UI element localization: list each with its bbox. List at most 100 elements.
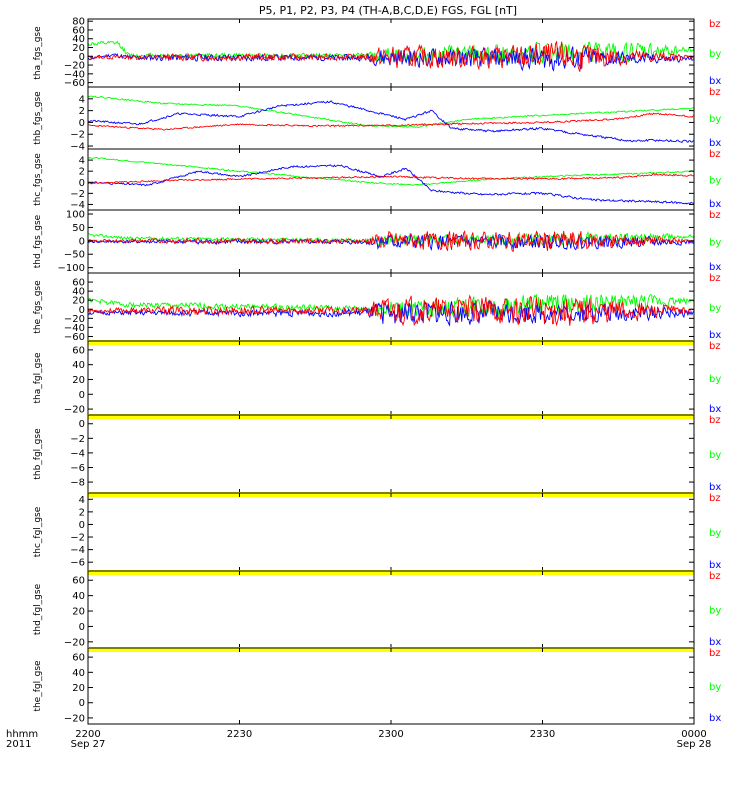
- series-line-by: [88, 95, 694, 128]
- legend-bz: bz: [709, 493, 721, 504]
- y-tick-label: 100: [66, 210, 85, 221]
- series-line-bx: [88, 164, 694, 205]
- legend-bz: bz: [709, 19, 721, 30]
- legend-bx: bx: [709, 713, 721, 724]
- y-tick-label: −20: [64, 314, 85, 325]
- legend-bx: bx: [709, 482, 721, 493]
- panel-frame: [87, 414, 695, 494]
- y-tick-label: −40: [64, 323, 85, 334]
- legend-bx: bx: [709, 199, 721, 210]
- y-tick-label: 40: [72, 668, 85, 679]
- y-tick-label: 20: [72, 375, 85, 386]
- y-axis-label: thd_fgl_gse: [33, 583, 43, 635]
- x-tick-label: 2200: [75, 729, 100, 740]
- panel-frame: [87, 492, 695, 572]
- panel-thc_fgl_gse: −6 −4−2 0 24 thc_fgl_gse bz by bx: [33, 492, 721, 572]
- legend-bx: bx: [709, 262, 721, 273]
- y-tick-label: −2: [70, 189, 85, 200]
- legend-bz: bz: [709, 648, 721, 659]
- legend-by: by: [709, 238, 721, 249]
- y-tick-label: −60: [64, 78, 85, 89]
- y-axis-label: thc_fgl_gse: [33, 506, 43, 557]
- legend-by: by: [709, 176, 721, 187]
- series-line-bx: [88, 100, 694, 144]
- y-tick-label: −4: [70, 142, 85, 153]
- x-tick-label: 2230: [227, 729, 252, 740]
- y-tick-label: −2: [70, 434, 85, 445]
- legend-bz: bz: [709, 87, 721, 98]
- y-tick-label: −50: [64, 250, 85, 261]
- panel-stack: −60−40−20020406080tha_fgs_gsebzbybx−4−20…: [33, 17, 721, 725]
- y-tick-label: 0: [79, 236, 85, 247]
- y-tick-label: −20: [64, 637, 85, 648]
- series-line-bz: [88, 294, 694, 327]
- panel-frame: [87, 570, 695, 649]
- y-tick-label: 60: [72, 653, 85, 664]
- panel-frame: [87, 647, 695, 725]
- legend-bz: bz: [709, 571, 721, 582]
- y-tick-label: 0: [79, 520, 85, 531]
- y-tick-label: 4: [79, 495, 85, 506]
- y-tick-label: 20: [72, 296, 85, 307]
- legend-bx: bx: [709, 404, 721, 415]
- y-tick-label: −20: [64, 61, 85, 72]
- panel-the_fgl_gse: −20 0 20 40 60 the_fgl_gse bz by bx: [33, 647, 721, 725]
- x-tick-label: 2330: [530, 729, 555, 740]
- y-tick-label: 2: [79, 167, 85, 178]
- y-axis-label: tha_fgl_gse: [33, 352, 43, 404]
- y-axis-label: the_fgl_gse: [33, 660, 43, 712]
- x-tick-date-label: Sep 28: [677, 739, 712, 750]
- chart-title: P5, P1, P2, P3, P4 (TH-A,B,C,D,E) FGS, F…: [259, 4, 517, 17]
- y-tick-label: 2: [79, 507, 85, 518]
- x-tick-date-label: Sep 27: [71, 739, 106, 750]
- legend-bz: bz: [709, 341, 721, 352]
- y-axis-label: thd_fgs_gse: [33, 214, 43, 268]
- legend-by: by: [709, 606, 721, 617]
- panel-tha_fgl_gse: −20 0 20 40 60 tha_fgl_gse bz by bx: [33, 340, 721, 416]
- y-tick-label: 0: [79, 52, 85, 63]
- y-tick-label: 60: [72, 345, 85, 356]
- y-tick-label: 4: [79, 156, 85, 167]
- legend-by: by: [709, 450, 721, 461]
- y-tick-label: −100: [58, 263, 85, 274]
- y-tick-label: −8: [70, 478, 85, 489]
- x-tick-label: 2300: [378, 729, 403, 740]
- legend-by: by: [709, 303, 721, 314]
- y-tick-label: 20: [72, 607, 85, 618]
- y-tick-label: −6: [70, 463, 85, 474]
- y-tick-label: −2: [70, 130, 85, 141]
- series-line-bz: [88, 40, 694, 72]
- legend-bx: bx: [709, 560, 721, 571]
- legend-bx: bx: [709, 76, 721, 87]
- y-tick-label: 0: [79, 419, 85, 430]
- y-tick-label: −4: [70, 545, 85, 556]
- x-tick-label: 0000: [681, 729, 706, 740]
- y-tick-label: 20: [72, 683, 85, 694]
- legend-bz: bz: [709, 149, 721, 160]
- y-tick-label: −6: [70, 558, 85, 569]
- series-line-bz: [88, 112, 694, 131]
- y-tick-label: 2: [79, 106, 85, 117]
- panel-frame: [87, 86, 695, 150]
- panel-thb_fgl_gse: −8 −6 −4 −2 0 thb_fgl_gse bz by bx: [33, 414, 721, 494]
- y-tick-label: −20: [64, 713, 85, 724]
- legend-by: by: [709, 682, 721, 693]
- y-tick-label: −2: [70, 533, 85, 544]
- y-tick-label: 40: [72, 591, 85, 602]
- y-tick-label: 60: [72, 576, 85, 587]
- y-axis-label: the_fgs_gse: [33, 280, 43, 334]
- y-tick-label: 20: [72, 43, 85, 54]
- x-axis-row-label-time: hhmm: [6, 729, 38, 740]
- legend-by: by: [709, 114, 721, 125]
- y-axis-label: thc_fgs_gse: [33, 153, 43, 206]
- legend-by: by: [709, 528, 721, 539]
- y-tick-label: 0: [79, 390, 85, 401]
- panel-thd_fgs_gse: −100 −50 0 50 100 thd_fgs_gse bz by bx: [33, 209, 721, 274]
- y-tick-label: 0: [79, 178, 85, 189]
- panel-frame: [87, 340, 695, 416]
